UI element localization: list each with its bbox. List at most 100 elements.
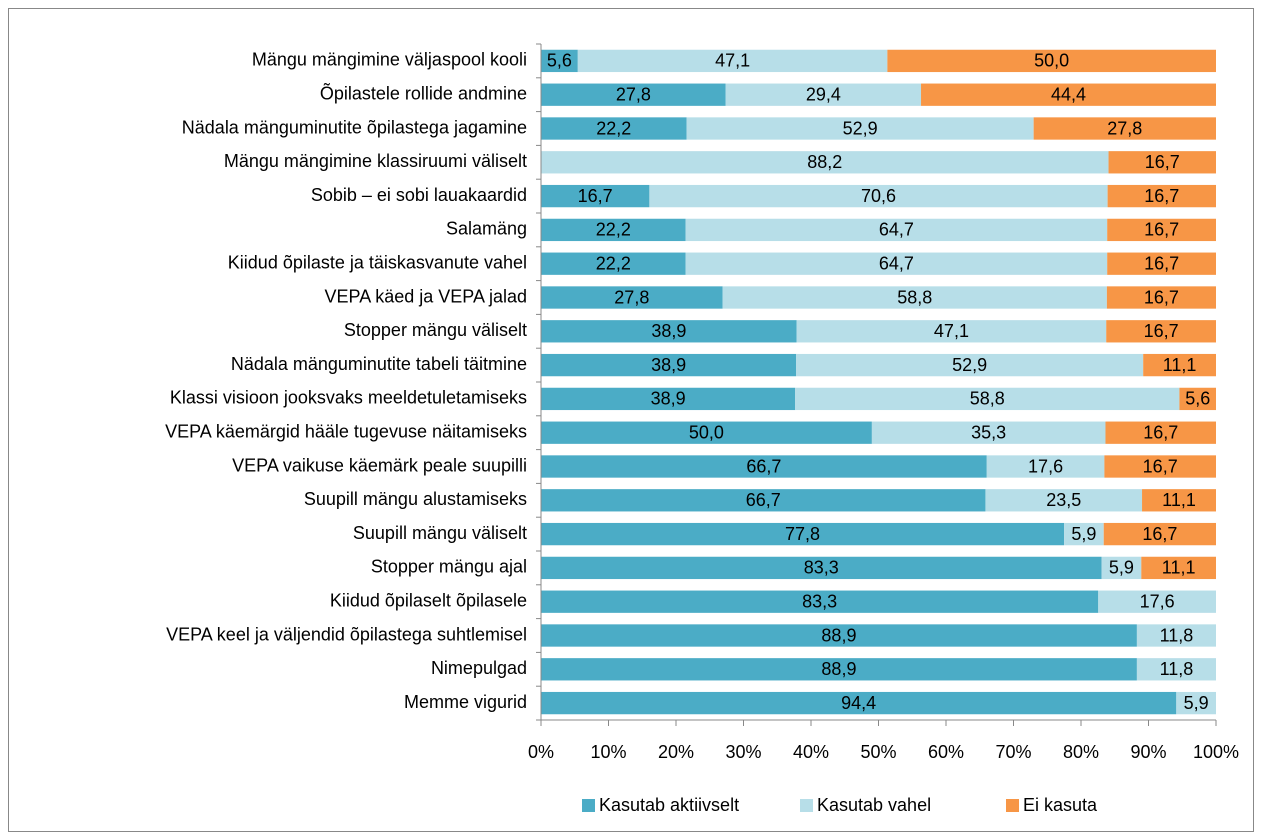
- data-label: 16,7: [578, 186, 613, 206]
- x-tick-label: 100%: [1193, 742, 1239, 762]
- legend-swatch: [800, 799, 813, 812]
- data-label: 70,6: [861, 186, 896, 206]
- data-label: 66,7: [746, 490, 781, 510]
- data-label: 5,6: [1185, 389, 1210, 409]
- data-label: 22,2: [596, 253, 631, 273]
- data-label: 47,1: [715, 51, 750, 71]
- data-label: 58,8: [897, 287, 932, 307]
- data-label: 16,7: [1144, 253, 1179, 273]
- data-label: 47,1: [934, 321, 969, 341]
- bar-segment: [887, 49, 1216, 73]
- x-tick-label: 30%: [725, 742, 761, 762]
- bar-segment: [541, 489, 986, 512]
- data-label: 64,7: [879, 220, 914, 240]
- bar-segment: [796, 320, 1107, 343]
- data-label: 23,5: [1046, 490, 1081, 510]
- bar-segment: [541, 387, 796, 411]
- y-tick-label: Nädala mänguminutite tabeli täitmine: [231, 354, 527, 374]
- bar-segment: [725, 83, 922, 106]
- bar-segment: [1106, 320, 1216, 343]
- data-label: 52,9: [952, 355, 987, 375]
- data-label: 44,4: [1051, 84, 1086, 104]
- bar-segment: [541, 353, 797, 377]
- legend-swatch: [582, 799, 595, 812]
- data-label: 27,8: [1107, 118, 1142, 138]
- bar-segment: [541, 286, 723, 309]
- bar-segment: [577, 49, 888, 73]
- data-label: 66,7: [746, 456, 781, 476]
- x-tick-label: 60%: [928, 742, 964, 762]
- bar-segment: [541, 184, 650, 208]
- data-label: 88,9: [821, 659, 856, 679]
- bar-segment: [1101, 556, 1142, 580]
- bar-segment: [541, 556, 1102, 580]
- data-label: 16,7: [1143, 422, 1178, 442]
- bar-segment: [921, 83, 1216, 106]
- y-tick-label: Stopper mängu ajal: [371, 557, 527, 577]
- bar-segment: [986, 455, 1105, 478]
- y-tick-label: VEPA käed ja VEPA jalad: [325, 286, 527, 306]
- y-tick-label: Nädala mänguminutite õpilastega jagamine: [182, 117, 527, 137]
- bar-segment: [1064, 522, 1104, 546]
- bar-segment: [1104, 455, 1216, 478]
- x-tick-label: 20%: [658, 742, 694, 762]
- legend-label: Kasutab vahel: [817, 795, 931, 815]
- data-label: 64,7: [879, 253, 914, 273]
- y-tick-label: Õpilastele rollide andmine: [320, 82, 527, 103]
- bar-segment: [871, 421, 1106, 444]
- data-label: 16,7: [1143, 456, 1178, 476]
- y-tick-label: Kiidud õpilaste ja täiskasvanute vahel: [228, 252, 527, 272]
- legend-label: Ei kasuta: [1023, 795, 1098, 815]
- bar-segment: [1105, 421, 1216, 444]
- data-label: 38,9: [651, 355, 686, 375]
- x-tick-label: 90%: [1130, 742, 1166, 762]
- y-tick-label: Salamäng: [446, 219, 527, 239]
- data-label: 83,3: [804, 558, 839, 578]
- y-tick-label: Kiidud õpilaselt õpilasele: [330, 590, 527, 610]
- bar-segment: [1176, 691, 1216, 715]
- bar-segment: [796, 353, 1144, 377]
- y-tick-label: Suupill mängu alustamiseks: [304, 489, 527, 509]
- bar-segment: [722, 286, 1107, 309]
- bar-segment: [1107, 218, 1216, 242]
- bar-segment: [1108, 151, 1216, 174]
- bar-segment: [541, 691, 1177, 715]
- data-label: 83,3: [802, 591, 837, 611]
- bar-segment: [685, 218, 1108, 242]
- y-tick-label: VEPA keel ja väljendid õpilastega suhtle…: [166, 624, 527, 644]
- bar-segment: [541, 83, 726, 106]
- data-label: 22,2: [596, 118, 631, 138]
- bar-segment: [541, 455, 987, 478]
- data-label: 5,9: [1109, 558, 1134, 578]
- data-label: 29,4: [806, 84, 841, 104]
- y-tick-label: Mängu mängimine klassiruumi väliselt: [224, 151, 527, 171]
- bar-segment: [795, 387, 1180, 411]
- data-label: 94,4: [841, 693, 876, 713]
- legend-swatch: [1006, 799, 1019, 812]
- data-label: 11,1: [1162, 558, 1196, 578]
- bar-segment: [541, 320, 797, 343]
- bar-segment: [1107, 252, 1216, 275]
- data-label: 38,9: [651, 321, 686, 341]
- data-label: 16,7: [1144, 220, 1179, 240]
- data-label: 27,8: [616, 84, 651, 104]
- y-tick-label: Mängu mängimine väljaspool kooli: [252, 50, 527, 70]
- data-label: 17,6: [1140, 591, 1175, 611]
- bar-segment: [541, 624, 1137, 647]
- data-label: 17,6: [1028, 456, 1063, 476]
- y-tick-label: Stopper mängu väliselt: [344, 320, 527, 340]
- bar-segment: [541, 49, 578, 73]
- x-tick-label: 40%: [793, 742, 829, 762]
- x-tick-label: 0%: [528, 742, 554, 762]
- data-label: 11,8: [1160, 659, 1194, 679]
- bar-segment: [686, 117, 1034, 140]
- data-label: 11,8: [1160, 625, 1194, 645]
- bar-segment: [1107, 184, 1216, 208]
- bar-segment: [541, 117, 687, 140]
- data-label: 77,8: [785, 524, 820, 544]
- x-tick-label: 10%: [590, 742, 626, 762]
- data-label: 52,9: [843, 118, 878, 138]
- data-label: 5,6: [547, 51, 572, 71]
- data-label: 5,9: [1071, 524, 1096, 544]
